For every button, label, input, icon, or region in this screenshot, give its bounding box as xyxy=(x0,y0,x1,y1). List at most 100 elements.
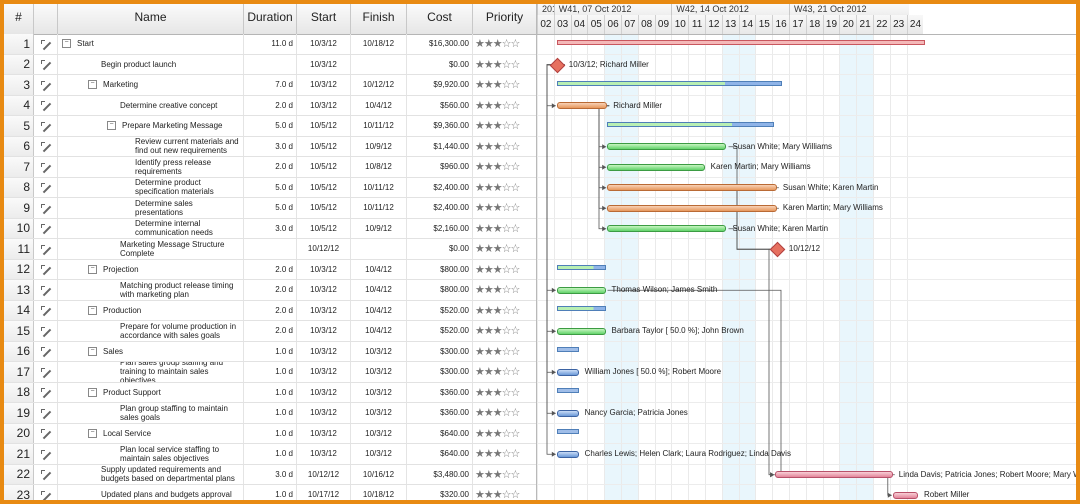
task-priority[interactable]: ★★★☆☆ xyxy=(473,362,536,382)
task-start[interactable]: 10/3/12 xyxy=(297,382,351,402)
task-finish[interactable]: 10/3/12 xyxy=(351,423,407,443)
task-cost[interactable]: $640.00 xyxy=(407,444,473,464)
task-bar[interactable] xyxy=(775,471,893,479)
priority-stars-icon[interactable]: ★★★☆☆ xyxy=(475,448,520,461)
task-row[interactable]: 17 Plan sales group staffing and training… xyxy=(4,362,536,383)
row-edit-icon[interactable] xyxy=(34,239,58,259)
task-name-cell[interactable]: Supply updated requirements and budgets … xyxy=(58,464,244,484)
task-start[interactable]: 10/5/12 xyxy=(297,198,351,218)
summary-bar[interactable] xyxy=(556,39,925,45)
row-edit-icon[interactable] xyxy=(34,444,58,464)
summary-bar[interactable] xyxy=(556,306,606,312)
row-edit-icon[interactable] xyxy=(34,341,58,361)
priority-stars-icon[interactable]: ★★★☆☆ xyxy=(475,58,520,71)
task-priority[interactable]: ★★★☆☆ xyxy=(473,383,536,403)
summary-bar[interactable] xyxy=(556,429,579,435)
task-row[interactable]: 10 Determine internal communication needs… xyxy=(4,218,536,239)
task-start[interactable]: 10/5/12 xyxy=(297,157,351,177)
task-priority[interactable]: ★★★☆☆ xyxy=(473,75,536,95)
task-duration[interactable]: 2.0 d xyxy=(244,95,297,115)
task-name-cell[interactable]: Determine internal communication needs xyxy=(58,218,244,238)
col-header-cost[interactable]: Cost xyxy=(407,4,473,34)
row-edit-icon[interactable] xyxy=(34,198,58,218)
task-duration[interactable]: 1.0 d xyxy=(244,444,297,464)
task-priority[interactable]: ★★★☆☆ xyxy=(473,444,536,464)
task-name-cell[interactable]: − Prepare Marketing Message xyxy=(58,116,244,136)
summary-bar[interactable] xyxy=(556,347,579,353)
task-duration[interactable]: 2.0 d xyxy=(244,259,297,279)
task-priority[interactable]: ★★★☆☆ xyxy=(473,239,536,259)
task-finish[interactable]: 10/9/12 xyxy=(351,218,407,238)
task-start[interactable]: 10/5/12 xyxy=(297,218,351,238)
task-priority[interactable]: ★★★☆☆ xyxy=(473,260,536,280)
task-start[interactable]: 10/3/12 xyxy=(297,423,351,443)
task-row[interactable]: 1− Start 11.0 d 10/3/12 10/18/12 $16,300.00 ★★… xyxy=(4,34,536,55)
task-start[interactable]: 10/3/12 xyxy=(297,95,351,115)
task-priority[interactable]: ★★★☆☆ xyxy=(473,137,536,157)
task-row[interactable]: 18− Product Support 1.0 d 10/3/12 10/3/12 $36… xyxy=(4,382,536,403)
task-row[interactable]: 7 Identify press release requirements 2.0 … xyxy=(4,157,536,178)
task-cost[interactable]: $640.00 xyxy=(407,423,473,443)
priority-stars-icon[interactable]: ★★★☆☆ xyxy=(475,243,520,256)
task-cost[interactable]: $1,440.00 xyxy=(407,136,473,156)
task-row[interactable]: 3− Marketing 7.0 d 10/3/12 10/12/12 $9,920.00… xyxy=(4,75,536,96)
task-row[interactable]: 9 Determine sales presentations 5.0 d 10/5/… xyxy=(4,198,536,219)
task-row[interactable]: 23 Updated plans and budgets approval 1.0 … xyxy=(4,485,536,500)
task-bar[interactable] xyxy=(556,327,606,335)
row-edit-icon[interactable] xyxy=(34,485,58,500)
task-duration[interactable]: 1.0 d xyxy=(244,403,297,423)
task-cost[interactable]: $800.00 xyxy=(407,259,473,279)
priority-stars-icon[interactable]: ★★★☆☆ xyxy=(475,222,520,235)
collapse-toggle-icon[interactable]: − xyxy=(88,387,97,397)
task-name-cell[interactable]: Plan local service staffing to maintain … xyxy=(58,444,244,464)
task-duration[interactable]: 3.0 d xyxy=(244,218,297,238)
task-name-cell[interactable]: Plan group staffing to maintain sales go… xyxy=(58,403,244,423)
task-name-cell[interactable]: Determine product specification material… xyxy=(58,177,244,197)
task-cost[interactable]: $320.00 xyxy=(407,485,473,500)
task-bar[interactable] xyxy=(556,286,606,294)
priority-stars-icon[interactable]: ★★★☆☆ xyxy=(475,304,520,317)
collapse-toggle-icon[interactable]: − xyxy=(107,121,116,131)
task-row[interactable]: 11 Marketing Message Structure Complete 10… xyxy=(4,239,536,260)
row-edit-icon[interactable] xyxy=(34,362,58,382)
row-edit-icon[interactable] xyxy=(34,136,58,156)
task-bar[interactable] xyxy=(607,143,727,151)
task-duration[interactable]: 1.0 d xyxy=(244,362,297,382)
task-start[interactable]: 10/3/12 xyxy=(297,341,351,361)
task-priority[interactable]: ★★★☆☆ xyxy=(473,280,536,300)
row-edit-icon[interactable] xyxy=(34,423,58,443)
task-name-cell[interactable]: Plan sales group staffing and training t… xyxy=(58,362,244,382)
task-priority[interactable]: ★★★☆☆ xyxy=(473,96,536,116)
task-finish[interactable]: 10/3/12 xyxy=(351,403,407,423)
row-edit-icon[interactable] xyxy=(34,157,58,177)
task-bar[interactable] xyxy=(607,184,777,192)
task-priority[interactable]: ★★★☆☆ xyxy=(473,157,536,177)
task-name-cell[interactable]: Marketing Message Structure Complete xyxy=(58,239,244,259)
row-edit-icon[interactable] xyxy=(34,280,58,300)
task-cost[interactable]: $16,300.00 xyxy=(407,34,473,54)
task-duration[interactable]: 1.0 d xyxy=(244,423,297,443)
priority-stars-icon[interactable]: ★★★☆☆ xyxy=(475,345,520,358)
task-finish[interactable]: 10/9/12 xyxy=(351,136,407,156)
summary-bar[interactable] xyxy=(556,80,782,86)
task-duration[interactable]: 2.0 d xyxy=(244,157,297,177)
task-duration[interactable] xyxy=(244,239,297,259)
task-row[interactable]: 19 Plan group staffing to maintain sales … xyxy=(4,403,536,424)
priority-stars-icon[interactable]: ★★★☆☆ xyxy=(475,427,520,440)
task-finish[interactable]: 10/11/12 xyxy=(351,177,407,197)
task-finish[interactable]: 10/11/12 xyxy=(351,198,407,218)
task-name-cell[interactable]: − Product Support xyxy=(58,382,244,402)
task-name-cell[interactable]: Updated plans and budgets approval xyxy=(58,485,244,500)
task-name-cell[interactable]: − Sales xyxy=(58,341,244,361)
priority-stars-icon[interactable]: ★★★☆☆ xyxy=(475,407,520,420)
task-finish[interactable]: 10/16/12 xyxy=(351,464,407,484)
task-start[interactable]: 10/3/12 xyxy=(297,54,351,74)
task-name-cell[interactable]: Review current materials and find out ne… xyxy=(58,136,244,156)
summary-bar[interactable] xyxy=(556,388,579,394)
task-priority[interactable]: ★★★☆☆ xyxy=(473,198,536,218)
task-start[interactable]: 10/3/12 xyxy=(297,403,351,423)
col-header-finish[interactable]: Finish xyxy=(351,4,407,34)
col-header-priority[interactable]: Priority xyxy=(485,10,524,24)
task-cost[interactable]: $800.00 xyxy=(407,280,473,300)
task-cost[interactable]: $9,360.00 xyxy=(407,116,473,136)
